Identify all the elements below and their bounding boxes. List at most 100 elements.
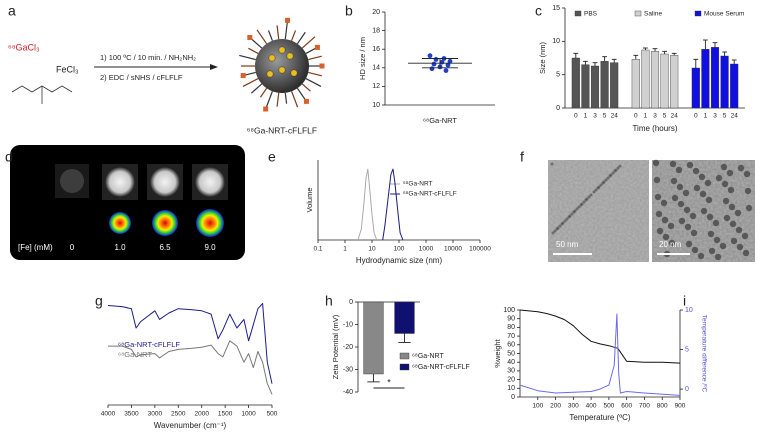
concentration: 0	[70, 243, 75, 252]
particle	[550, 162, 554, 166]
y-tick-label: 0	[349, 299, 353, 306]
particle	[668, 239, 676, 247]
y-tick-label: 40	[507, 359, 515, 366]
panel-label: h	[325, 293, 333, 309]
x-tick-label: 4000	[101, 411, 116, 418]
y-tick-label: -30	[343, 366, 353, 373]
ligand-tag	[303, 98, 309, 104]
tem-images: 50 nm 20 nm	[548, 159, 755, 262]
legend-swatch	[399, 363, 410, 371]
legend-swatch	[399, 352, 410, 360]
ligand-tag	[247, 34, 253, 40]
y-tick-label: 70	[507, 333, 515, 340]
data-point	[433, 57, 439, 62]
x-tick-label: 10	[368, 246, 376, 253]
x-tick-label: 500	[267, 411, 278, 418]
x-tick-label: 800	[657, 403, 668, 410]
particle	[592, 190, 596, 194]
bar	[730, 63, 739, 109]
legend-label: ⁶⁸Ga-NRT-cFLFLF	[118, 340, 180, 349]
particle	[719, 242, 727, 250]
particle	[563, 219, 567, 223]
y-axis-label: HD size / nm	[358, 37, 367, 80]
data-point	[445, 62, 451, 68]
y-tick-label: 10	[372, 102, 380, 109]
ligand	[291, 30, 297, 41]
ligand	[301, 83, 311, 92]
core-symbol	[268, 54, 276, 62]
y-tick-label: -20	[343, 344, 353, 351]
particle	[685, 240, 693, 248]
particle	[715, 174, 723, 182]
panel-label: g	[95, 293, 103, 309]
particle	[582, 200, 586, 204]
x-axis-label: Hydrodynamic size (nm)	[356, 256, 443, 265]
line	[519, 309, 681, 364]
panel-label: c	[535, 3, 542, 19]
x-axis-label: Time (hours)	[632, 124, 677, 133]
significance-label: *	[387, 377, 391, 387]
particle	[671, 194, 679, 202]
x-tick-label: 1	[704, 113, 708, 120]
core	[255, 39, 309, 93]
y-tick-label: 20	[507, 376, 515, 383]
legend-swatch	[694, 10, 702, 17]
ligand-tag	[263, 106, 269, 112]
data-point	[443, 68, 449, 73]
bar	[610, 62, 619, 109]
x-tick-label: 24	[671, 113, 679, 120]
line	[107, 302, 273, 384]
legend-label: ⁶⁸Ga-NRT-cFLFLF	[403, 191, 457, 198]
particle	[597, 185, 601, 189]
particle	[720, 163, 728, 171]
particle	[742, 249, 750, 257]
ligand	[242, 78, 259, 87]
ligand	[248, 47, 259, 54]
y-tick-label: 30	[507, 368, 515, 375]
x-tick-label: 3000	[148, 411, 163, 418]
legend-swatch	[634, 10, 642, 17]
ligand	[305, 47, 316, 54]
ligand	[308, 71, 322, 77]
particle	[604, 178, 608, 182]
bar	[720, 55, 729, 109]
particle	[670, 177, 678, 185]
line	[108, 340, 273, 395]
y2-tick-label: 5	[685, 346, 689, 353]
y-tick-label: 80	[507, 324, 515, 331]
particle	[744, 187, 752, 195]
arrow-head	[210, 64, 218, 70]
particle	[553, 229, 557, 233]
ligand	[256, 29, 268, 45]
particle	[618, 164, 622, 168]
x-tick-label: 300	[568, 403, 579, 410]
x-tick-label: 3	[653, 113, 657, 120]
bar	[710, 47, 720, 109]
ligand-tag	[319, 63, 325, 69]
y-tick-label: 90	[507, 316, 515, 323]
particle	[577, 205, 581, 209]
bar	[701, 49, 710, 109]
ligand	[291, 91, 299, 108]
line	[357, 168, 378, 241]
tem-texture	[548, 160, 649, 262]
particle	[656, 227, 664, 235]
y-tick-label: 60	[507, 342, 515, 349]
phantom-image: [Fe] (mM) 0 1.0 6.5 9.0	[10, 145, 245, 260]
particle	[551, 231, 555, 235]
ligand	[244, 71, 256, 76]
core-symbol	[278, 66, 286, 74]
particle	[606, 176, 610, 180]
y2-axis-label: Temperature difference /ºC	[700, 315, 707, 393]
y-tick-label: 10	[552, 38, 560, 45]
x-tick-label: 24	[731, 113, 739, 120]
x-tick-label: 1500	[218, 411, 233, 418]
mri-spot	[105, 167, 135, 197]
particle	[691, 246, 699, 254]
core-symbol	[286, 52, 294, 60]
legend-label: PBS	[584, 11, 598, 18]
mri-spot	[150, 167, 180, 197]
particle	[737, 164, 745, 172]
x-axis-label: Temperature (ºC)	[569, 413, 630, 422]
